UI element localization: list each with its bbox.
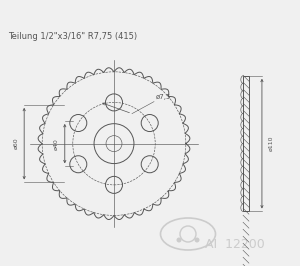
Bar — [243, 76, 249, 211]
Text: Teilung 1/2"x3/16" R7,75 (415): Teilung 1/2"x3/16" R7,75 (415) — [8, 31, 137, 40]
Text: AI  12200: AI 12200 — [205, 238, 265, 251]
Text: ø7,5: ø7,5 — [156, 94, 171, 100]
Circle shape — [176, 238, 181, 243]
Text: ø110: ø110 — [268, 136, 273, 151]
Text: ø40: ø40 — [54, 138, 59, 149]
Text: ø60: ø60 — [13, 138, 18, 149]
Circle shape — [194, 238, 200, 243]
